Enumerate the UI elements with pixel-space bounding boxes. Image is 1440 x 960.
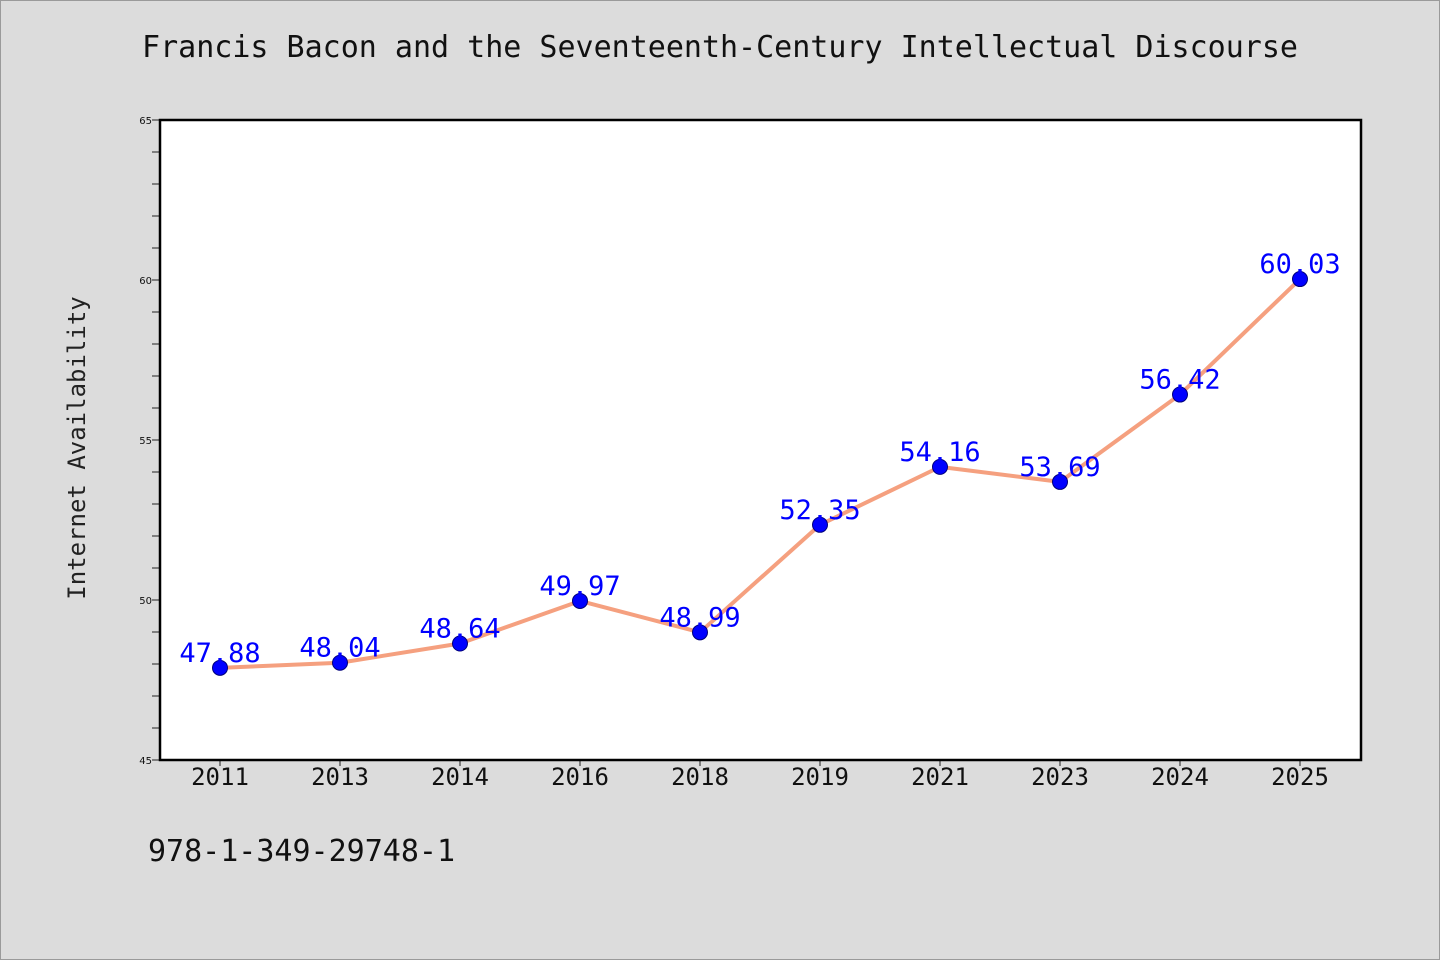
plot-border (158, 118, 1363, 762)
data-label: 60.03 (1259, 249, 1340, 280)
y-axis-title: Internet Availability (63, 296, 91, 599)
x-tick-label: 2013 (311, 763, 369, 791)
data-point (932, 458, 948, 475)
data-point (1292, 271, 1308, 288)
x-tick-label: 2018 (671, 763, 729, 791)
isbn-label: 978-1-349-29748-1 (148, 834, 456, 869)
data-point (1172, 386, 1188, 403)
data-label: 47.88 (179, 638, 260, 669)
data-point (212, 659, 228, 676)
x-tick-label: 2021 (911, 763, 969, 791)
x-tick-label: 2023 (1031, 763, 1089, 791)
data-label: 48.04 (299, 633, 380, 664)
y-tick-label: 65 (139, 116, 152, 127)
y-tick-label: 50 (139, 596, 152, 607)
data-label: 52.35 (779, 495, 860, 526)
data-point (692, 624, 708, 641)
y-tick-label: 55 (139, 436, 152, 447)
x-tick-label: 2024 (1151, 763, 1209, 791)
x-tick-label: 2025 (1271, 763, 1329, 791)
data-label: 53.69 (1019, 452, 1100, 483)
data-point (1052, 473, 1068, 490)
x-tick-label: 2011 (191, 763, 249, 791)
y-tick-label: 45 (139, 756, 152, 767)
data-point (452, 635, 468, 652)
plot-background (160, 120, 1361, 760)
x-tick-label: 2016 (551, 763, 609, 791)
data-label: 56.42 (1139, 365, 1220, 396)
series-line (218, 277, 1302, 670)
chart-title: Francis Bacon and the Seventeenth-Centur… (142, 30, 1298, 65)
x-tick-label: 2019 (791, 763, 849, 791)
data-label: 49.97 (539, 571, 620, 602)
data-point (812, 516, 828, 533)
data-label: 54.16 (899, 437, 980, 468)
data-point (332, 654, 348, 671)
data-label: 48.99 (659, 602, 740, 633)
data-point (572, 592, 588, 609)
data-label: 48.64 (419, 614, 500, 645)
x-tick-label: 2014 (431, 763, 489, 791)
y-tick-label: 60 (139, 276, 152, 287)
